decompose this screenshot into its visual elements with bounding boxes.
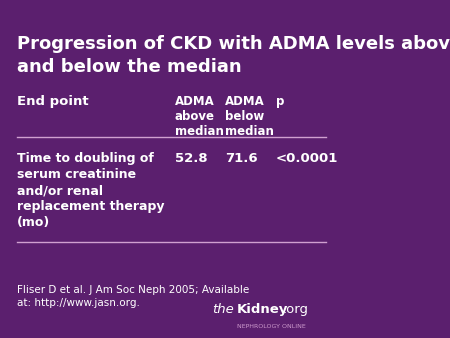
Text: 71.6: 71.6 bbox=[225, 152, 258, 165]
Text: End point: End point bbox=[17, 95, 89, 107]
Text: Fliser D et al. J Am Soc Neph 2005; Available
at: http://www.jasn.org.: Fliser D et al. J Am Soc Neph 2005; Avai… bbox=[17, 285, 249, 308]
Text: Time to doubling of
serum creatinine
and/or renal
replacement therapy
(mo): Time to doubling of serum creatinine and… bbox=[17, 152, 164, 229]
Text: NEPHROLOGY ONLINE: NEPHROLOGY ONLINE bbox=[237, 324, 306, 329]
Text: .org: .org bbox=[282, 303, 308, 316]
Text: the: the bbox=[212, 303, 234, 316]
Text: 52.8: 52.8 bbox=[175, 152, 207, 165]
Text: Progression of CKD with ADMA levels above
and below the median: Progression of CKD with ADMA levels abov… bbox=[17, 35, 450, 76]
Text: Kidney: Kidney bbox=[237, 303, 288, 316]
Text: ADMA
below
median: ADMA below median bbox=[225, 95, 274, 138]
Text: p: p bbox=[275, 95, 284, 107]
Text: <0.0001: <0.0001 bbox=[275, 152, 338, 165]
Text: ADMA
above
median: ADMA above median bbox=[175, 95, 224, 138]
